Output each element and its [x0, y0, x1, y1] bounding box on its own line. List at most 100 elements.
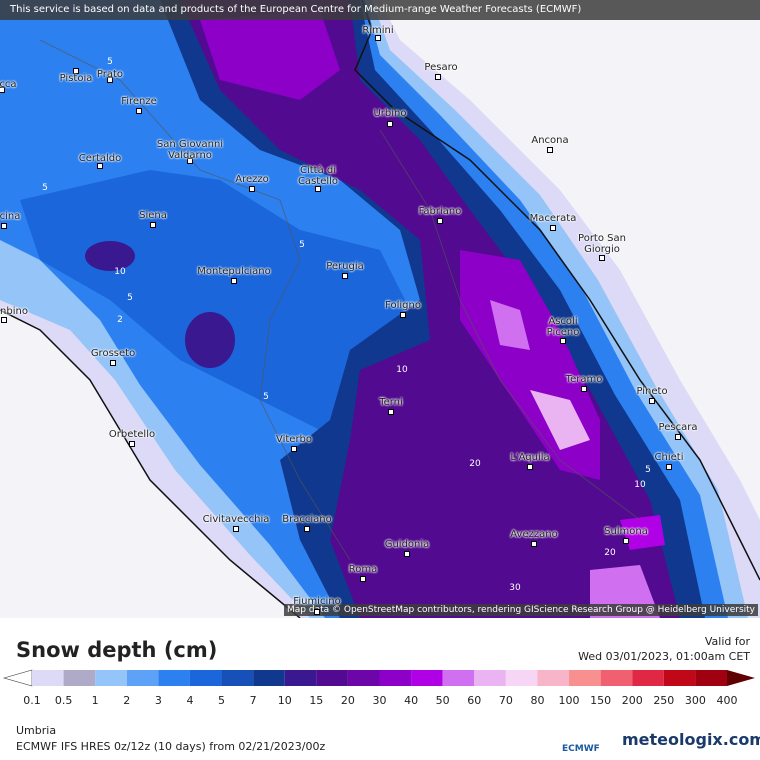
colorbar-label: 15	[309, 694, 323, 707]
colorbar-label: 0.5	[55, 694, 73, 707]
city-marker	[1, 223, 7, 229]
city-marker	[435, 74, 441, 80]
notice: This service is based on data and produc…	[0, 0, 760, 20]
city-label: Roma	[348, 564, 378, 575]
city-label: Ascoli Piceno	[546, 316, 580, 338]
city-label: Rimini	[362, 25, 394, 36]
city-label: Avezzano	[510, 529, 558, 540]
attribution: Map data © OpenStreetMap contributors, r…	[284, 604, 758, 616]
city-marker	[314, 609, 320, 615]
contour-label: 30	[509, 583, 521, 593]
colorbar-box	[63, 670, 96, 686]
colorbar-label: 60	[467, 694, 481, 707]
city-label: Civitavecchia	[202, 514, 270, 525]
contour-label: 5	[645, 465, 651, 475]
contour-label: 10	[114, 267, 126, 277]
snow-core	[185, 312, 235, 368]
coastline	[354, 0, 760, 581]
colorbar-label: 40	[404, 694, 418, 707]
snow-band	[180, 0, 680, 618]
city-label: Montepulciano	[197, 266, 271, 277]
colorbar-arrow-high	[727, 670, 755, 686]
city-marker	[187, 158, 193, 164]
city-marker	[531, 541, 537, 547]
city-label: San Giovanni Valdarno	[156, 139, 224, 161]
snow-core	[490, 300, 530, 350]
colorbar-label: 2	[123, 694, 130, 707]
colorbar-label: 70	[499, 694, 513, 707]
colorbar-box	[284, 670, 317, 686]
city-marker	[0, 87, 5, 93]
colorbar-label: 4	[186, 694, 193, 707]
colorbar-label: 80	[530, 694, 544, 707]
colorbar-label: 3	[155, 694, 162, 707]
city-marker	[97, 163, 103, 169]
city-label: Foligno	[385, 300, 421, 311]
city-label: cina	[0, 211, 21, 222]
colorbar-box	[505, 670, 538, 686]
colorbar: 0.1 0.5 1 2 3 4 5 7 10 15 20 30 40 50 60 70 80 100 150 200 2…	[2, 669, 755, 707]
colorbar-label: 400	[717, 694, 738, 707]
contour-label: 20	[469, 459, 481, 469]
city-marker	[388, 409, 394, 415]
city-label: Viterbo	[275, 434, 313, 445]
snow-core	[200, 10, 340, 100]
colorbar-label: 200	[622, 694, 643, 707]
contour-label: 2	[117, 315, 123, 325]
colorbar-label: 150	[590, 694, 611, 707]
city-marker	[527, 464, 533, 470]
contour-label: 5	[107, 57, 113, 67]
city-marker	[360, 576, 366, 582]
city-marker	[129, 441, 135, 447]
snow-core	[530, 390, 590, 450]
city-label: Porto San Giorgio	[578, 233, 626, 255]
city-label: Terni	[379, 397, 403, 408]
city-marker	[404, 551, 410, 557]
contour-label: 5	[127, 293, 133, 303]
city-marker	[581, 386, 587, 392]
colorbar-box	[632, 670, 664, 686]
ecmwf-logo: ECMWF	[562, 744, 600, 754]
snow-band	[20, 170, 420, 430]
colorbar-box	[126, 670, 159, 686]
city-marker	[623, 538, 629, 544]
city-label: Grosseto	[90, 348, 136, 359]
colorbar-label: 7	[250, 694, 257, 707]
colorbar-label: 50	[436, 694, 450, 707]
city-marker	[107, 77, 113, 83]
city-marker	[291, 446, 297, 452]
city-label: nbino	[0, 306, 28, 317]
snow-core	[620, 515, 665, 550]
colorbar-arrow-low	[2, 669, 33, 687]
city-label: Sulmona	[604, 526, 648, 537]
colorbar-box	[316, 670, 348, 686]
colorbar-label: 100	[559, 694, 580, 707]
brand: meteologix.com	[622, 730, 760, 749]
city-marker	[375, 35, 381, 41]
colorbar-box	[569, 670, 601, 686]
city-label: Bracciano	[282, 514, 332, 525]
contour-label: 5	[299, 240, 305, 250]
city-label: Arezzo	[235, 174, 269, 185]
model-info: ECMWF IFS HRES 0z/12z (10 days) from 02/…	[16, 740, 326, 753]
city-marker	[437, 218, 443, 224]
colorbar-label: 250	[653, 694, 674, 707]
contour-label: 10	[634, 480, 646, 490]
city-label: Pistoia	[59, 73, 93, 84]
city-marker	[249, 186, 255, 192]
city-marker	[150, 222, 156, 228]
city-marker	[342, 273, 348, 279]
colorbar-box	[158, 670, 190, 686]
city-marker	[675, 434, 681, 440]
colorbar-box	[442, 670, 475, 686]
city-marker	[231, 278, 237, 284]
city-label: Pescara	[658, 422, 698, 433]
city-marker	[666, 464, 672, 470]
colorbar-box	[32, 670, 64, 686]
city-marker	[136, 108, 142, 114]
city-label: Certaldo	[78, 153, 122, 164]
contour-label: 10	[396, 365, 408, 375]
city-label: Siena	[139, 210, 167, 221]
colorbar-box	[379, 670, 412, 686]
